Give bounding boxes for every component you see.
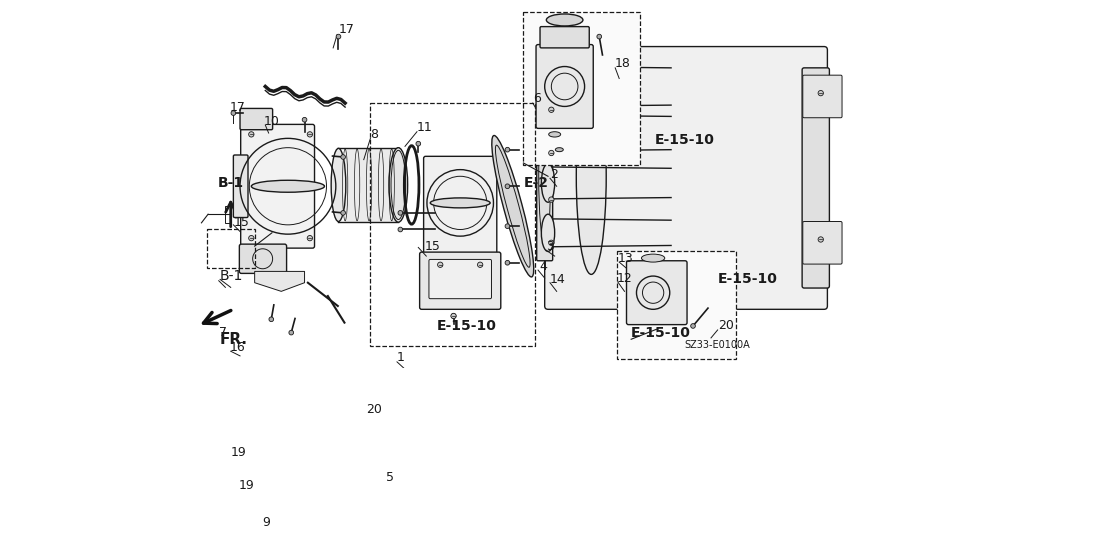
Circle shape (398, 227, 402, 232)
Text: B-1: B-1 (220, 269, 244, 283)
Ellipse shape (542, 113, 555, 153)
Text: 15: 15 (234, 216, 249, 229)
Polygon shape (255, 272, 305, 291)
Text: 3: 3 (546, 239, 554, 253)
Ellipse shape (555, 148, 563, 152)
Text: 4: 4 (540, 259, 547, 273)
Circle shape (505, 224, 510, 228)
Text: 8: 8 (370, 128, 379, 141)
Ellipse shape (576, 78, 606, 274)
FancyBboxPatch shape (429, 259, 492, 299)
Text: SZ33-E0100A: SZ33-E0100A (685, 340, 750, 349)
Circle shape (438, 262, 443, 268)
Circle shape (248, 236, 254, 241)
Text: 20: 20 (718, 320, 733, 332)
Circle shape (478, 262, 483, 268)
Text: FR.: FR. (220, 332, 248, 347)
Circle shape (597, 34, 602, 39)
Text: 14: 14 (550, 273, 566, 286)
Circle shape (398, 211, 402, 215)
Circle shape (307, 236, 312, 241)
FancyBboxPatch shape (240, 108, 273, 130)
Bar (207, 229, 255, 268)
FancyBboxPatch shape (536, 92, 553, 261)
Ellipse shape (542, 164, 555, 202)
Text: 20: 20 (367, 403, 382, 416)
Circle shape (307, 132, 312, 137)
Ellipse shape (548, 132, 561, 137)
FancyBboxPatch shape (234, 155, 248, 217)
Circle shape (248, 132, 254, 137)
Circle shape (505, 184, 510, 189)
Circle shape (341, 211, 346, 215)
Circle shape (416, 142, 421, 146)
FancyBboxPatch shape (239, 244, 287, 273)
Text: 6: 6 (533, 92, 541, 105)
Text: 15: 15 (425, 239, 441, 253)
Text: E-15-10: E-15-10 (655, 133, 715, 147)
Circle shape (451, 314, 455, 319)
Text: 5: 5 (387, 471, 394, 484)
Text: E-15-10: E-15-10 (437, 319, 496, 333)
Text: E-15-10: E-15-10 (632, 326, 691, 340)
Bar (370, 103, 535, 346)
FancyBboxPatch shape (420, 252, 501, 309)
Bar (616, 252, 737, 359)
Text: 13: 13 (618, 252, 634, 264)
Text: 9: 9 (261, 516, 270, 529)
Text: 11: 11 (417, 121, 433, 134)
Circle shape (289, 330, 294, 335)
Text: 17: 17 (338, 23, 355, 36)
Text: E-15-10: E-15-10 (718, 273, 778, 286)
Bar (523, 12, 639, 165)
Text: 10: 10 (264, 114, 280, 128)
FancyBboxPatch shape (626, 261, 687, 325)
Text: 18: 18 (615, 57, 630, 70)
Ellipse shape (546, 14, 583, 26)
Ellipse shape (389, 148, 408, 222)
Ellipse shape (331, 148, 346, 222)
FancyBboxPatch shape (536, 45, 593, 128)
Ellipse shape (252, 180, 325, 192)
Ellipse shape (430, 198, 490, 208)
Circle shape (690, 324, 696, 328)
Text: 2: 2 (550, 168, 558, 181)
Circle shape (269, 317, 274, 322)
Ellipse shape (542, 214, 555, 252)
FancyBboxPatch shape (423, 156, 496, 256)
Text: B-1: B-1 (217, 176, 244, 190)
Text: 12: 12 (616, 272, 633, 285)
Text: E-2: E-2 (523, 176, 548, 190)
Circle shape (548, 107, 554, 112)
FancyBboxPatch shape (240, 124, 315, 248)
Circle shape (818, 91, 823, 96)
Text: 19: 19 (238, 479, 255, 492)
Ellipse shape (542, 66, 555, 107)
FancyBboxPatch shape (803, 75, 842, 118)
FancyBboxPatch shape (345, 148, 399, 222)
Ellipse shape (642, 254, 665, 262)
Text: 17: 17 (230, 101, 246, 114)
Circle shape (548, 197, 554, 202)
Circle shape (505, 147, 510, 152)
Text: 7: 7 (218, 326, 227, 339)
Circle shape (548, 150, 554, 155)
FancyBboxPatch shape (803, 222, 842, 264)
Circle shape (336, 34, 341, 39)
FancyBboxPatch shape (540, 27, 589, 48)
Circle shape (548, 240, 554, 246)
Circle shape (818, 237, 823, 242)
Circle shape (341, 155, 346, 159)
Circle shape (451, 314, 456, 319)
Text: 19: 19 (230, 446, 246, 459)
Circle shape (302, 117, 307, 122)
Ellipse shape (492, 135, 534, 277)
FancyBboxPatch shape (802, 68, 830, 288)
Circle shape (505, 260, 510, 265)
Text: 16: 16 (229, 341, 245, 354)
Circle shape (232, 111, 236, 116)
FancyBboxPatch shape (545, 46, 828, 309)
Text: 1: 1 (397, 351, 404, 364)
